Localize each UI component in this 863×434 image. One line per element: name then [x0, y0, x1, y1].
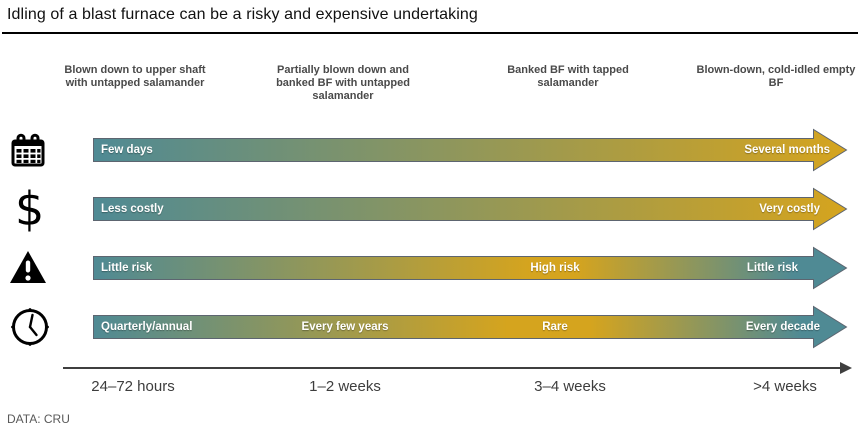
data-source: DATA: CRU	[7, 412, 70, 426]
arrow-row-risk: Little risk High risk Little risk	[93, 246, 848, 290]
arrow-row-cost: Less costly Very costly	[93, 187, 848, 231]
bar-label: Rare	[542, 321, 568, 333]
arrow-bar	[93, 305, 848, 349]
column-header-partially-blown-down: Partially blown down and banked BF with …	[276, 64, 410, 102]
bar-label: Little risk	[746, 262, 798, 274]
bar-label: Every few years	[301, 321, 389, 333]
dollar-icon: $	[15, 182, 45, 236]
bar-label: Every decade	[745, 321, 820, 333]
bar-label: Several months	[744, 144, 830, 156]
bar-label: Few days	[101, 144, 153, 156]
column-header-cold-idled: Blown-down, cold-idled empty BF	[696, 64, 856, 89]
arrow-bar	[93, 187, 848, 231]
calendar-icon	[11, 133, 45, 172]
axis-label-24-72-hours: 24–72 hours	[91, 378, 175, 395]
arrow-bar	[93, 246, 848, 290]
bar-label: Quarterly/annual	[101, 321, 193, 333]
axis-label-1-2-weeks: 1–2 weeks	[309, 378, 381, 395]
column-header-blown-down-upper-shaft: Blown down to upper shaft with untapped …	[64, 64, 206, 89]
arrow-row-duration: Few days Several months	[93, 128, 848, 172]
time-axis-arrowhead-icon	[840, 362, 852, 374]
arrow-bar	[93, 128, 848, 172]
bar-label: Very costly	[759, 203, 820, 215]
column-header-banked-bf: Banked BF with tapped salamander	[507, 64, 629, 89]
title-divider	[2, 32, 858, 34]
bar-label: Less costly	[101, 203, 164, 215]
arrow-row-frequency: Quarterly/annual Every few years Rare Every…	[93, 305, 848, 349]
axis-label-over-4-weeks: >4 weeks	[753, 378, 817, 395]
clock-icon	[10, 307, 50, 352]
axis-label-3-4-weeks: 3–4 weeks	[534, 378, 606, 395]
time-axis-line	[63, 367, 841, 369]
bar-label: High risk	[530, 262, 580, 274]
page-title: Idling of a blast furnace can be a risky…	[7, 6, 478, 23]
bar-label: Little risk	[101, 262, 153, 274]
warning-icon	[9, 250, 47, 290]
